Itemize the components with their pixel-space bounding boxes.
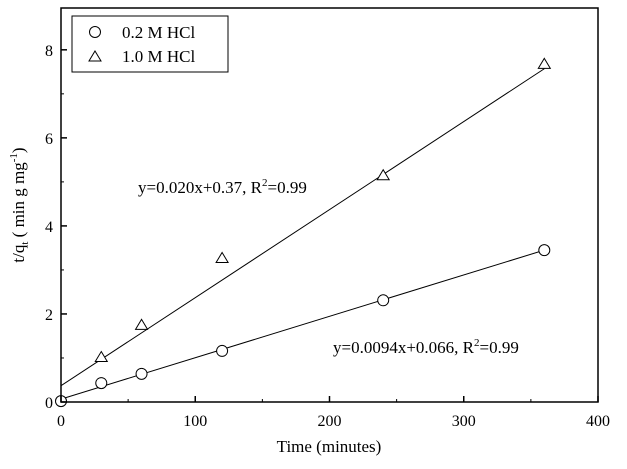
legend-box — [71, 15, 229, 73]
y-tick-label: 0 — [45, 395, 53, 412]
x-axis-label: Time (minutes) — [277, 437, 382, 456]
data-point-circle — [216, 344, 229, 357]
y-tick-label: 4 — [45, 219, 53, 236]
x-tick-label: 0 — [57, 413, 65, 430]
data-point-triangle — [215, 251, 229, 263]
data-point-circle — [538, 244, 551, 257]
data-point-circle — [95, 377, 108, 390]
x-tick-label: 300 — [452, 413, 476, 430]
legend-label-0.2M: 0.2 M HCl — [122, 23, 195, 42]
y-tick-label: 6 — [45, 131, 53, 148]
legend-label-1.0M: 1.0 M HCl — [122, 47, 195, 66]
fit-line — [60, 68, 545, 387]
data-point-circle — [377, 294, 390, 307]
y-tick-label: 2 — [45, 307, 53, 324]
x-tick-label: 400 — [586, 413, 610, 430]
y-tick-label: 8 — [45, 43, 53, 60]
data-point-triangle — [134, 318, 149, 330]
legend-marker-triangle — [88, 50, 102, 62]
fit-label-1.0M: y=0.020x+0.37, R2=0.99 — [138, 177, 307, 197]
x-tick-label: 200 — [318, 413, 342, 430]
fit-label-0.2M: y=0.0094x+0.066, R2=0.99 — [333, 337, 519, 357]
data-point-triangle — [537, 57, 552, 69]
fit-line — [60, 249, 545, 400]
x-tick-label: 100 — [183, 413, 207, 430]
legend: 0.2 M HCl 1.0 M HCl — [71, 15, 229, 73]
data-point-triangle — [376, 168, 391, 181]
data-point-circle — [135, 367, 148, 380]
data-point-triangle — [94, 350, 109, 363]
y-axis-label: t/qt ( min g mg-1) — [8, 147, 31, 262]
legend-marker-circle — [89, 26, 101, 38]
